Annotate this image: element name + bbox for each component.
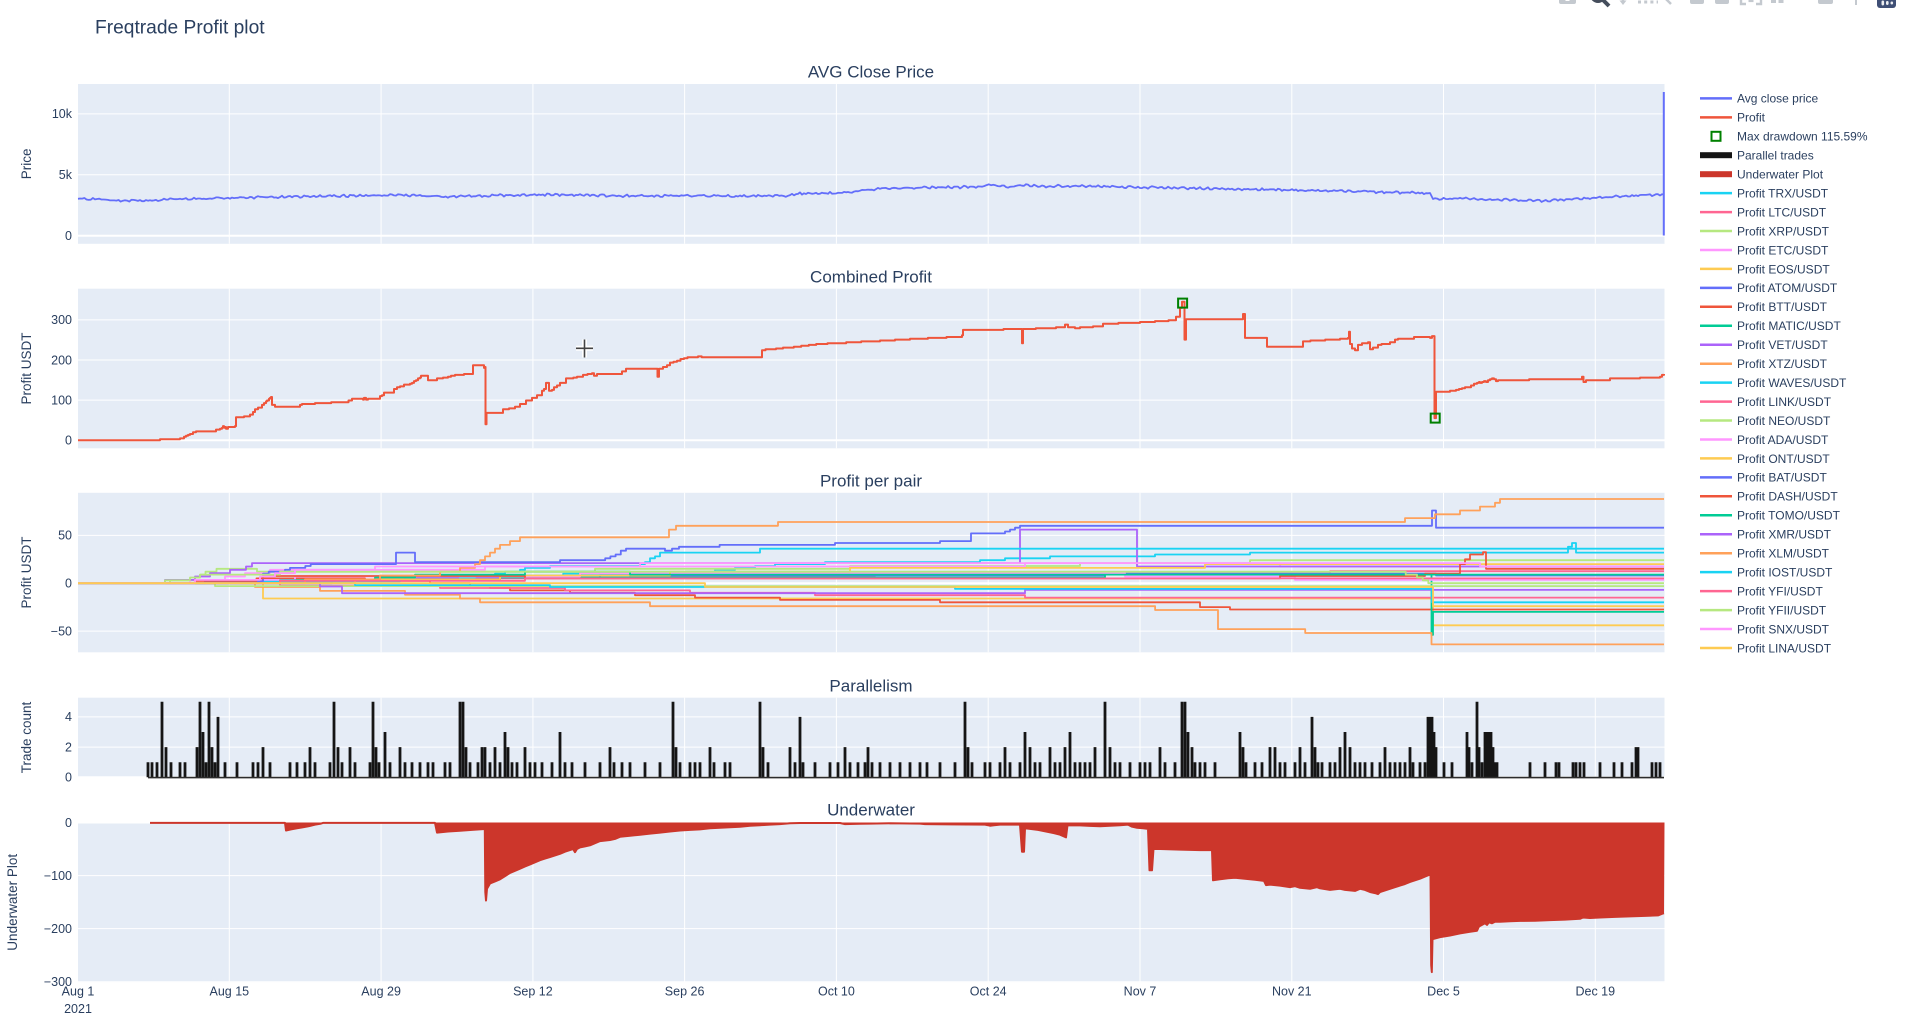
svg-text:−50: −50 — [51, 624, 72, 638]
svg-text:Dec 19: Dec 19 — [1575, 985, 1615, 999]
svg-text:Profit XLM/USDT: Profit XLM/USDT — [1737, 547, 1830, 561]
svg-text:Profit SNX/USDT: Profit SNX/USDT — [1737, 622, 1830, 636]
svg-text:Profit YFII/USDT: Profit YFII/USDT — [1737, 603, 1827, 617]
svg-text:Aug 1: Aug 1 — [62, 985, 95, 999]
svg-text:2021: 2021 — [64, 1002, 92, 1016]
svg-text:Trade count: Trade count — [19, 701, 34, 773]
svg-text:0: 0 — [65, 816, 72, 830]
svg-text:Profit TOMO/USDT: Profit TOMO/USDT — [1737, 509, 1841, 523]
svg-text:Max drawdown 115.59%: Max drawdown 115.59% — [1737, 130, 1868, 144]
svg-text:Profit BAT/USDT: Profit BAT/USDT — [1737, 471, 1827, 485]
svg-text:Profit XRP/USDT: Profit XRP/USDT — [1737, 224, 1830, 238]
svg-text:Profit USDT: Profit USDT — [19, 536, 34, 608]
svg-text:Profit ETC/USDT: Profit ETC/USDT — [1737, 243, 1829, 257]
svg-text:Combined Profit: Combined Profit — [810, 268, 932, 287]
svg-text:Nov 7: Nov 7 — [1124, 985, 1157, 999]
svg-text:Aug 15: Aug 15 — [209, 985, 249, 999]
svg-text:Profit XMR/USDT: Profit XMR/USDT — [1737, 528, 1832, 542]
svg-text:Profit NEO/USDT: Profit NEO/USDT — [1737, 414, 1831, 428]
svg-text:−300: −300 — [44, 975, 72, 989]
svg-text:Profit LTC/USDT: Profit LTC/USDT — [1737, 205, 1827, 219]
svg-text:Price: Price — [19, 149, 34, 180]
svg-text:300: 300 — [51, 313, 72, 327]
svg-text:2: 2 — [65, 740, 72, 754]
svg-text:Profit WAVES/USDT: Profit WAVES/USDT — [1737, 376, 1847, 390]
svg-text:Parallel trades: Parallel trades — [1737, 149, 1814, 163]
svg-text:Avg close price: Avg close price — [1737, 92, 1818, 106]
svg-text:Sep 12: Sep 12 — [513, 985, 553, 999]
svg-text:0: 0 — [65, 434, 72, 448]
svg-text:Profit EOS/USDT: Profit EOS/USDT — [1737, 262, 1830, 276]
svg-text:Oct 24: Oct 24 — [970, 985, 1007, 999]
svg-text:Profit YFI/USDT: Profit YFI/USDT — [1737, 584, 1823, 598]
svg-text:Profit: Profit — [1737, 111, 1766, 125]
svg-text:Profit per pair: Profit per pair — [820, 472, 922, 491]
svg-text:Profit USDT: Profit USDT — [19, 332, 34, 404]
svg-text:Underwater Plot: Underwater Plot — [1737, 168, 1824, 182]
svg-text:Freqtrade Profit plot: Freqtrade Profit plot — [95, 18, 265, 39]
svg-text:0: 0 — [65, 577, 72, 591]
svg-text:Profit ONT/USDT: Profit ONT/USDT — [1737, 452, 1830, 466]
svg-text:Profit MATIC/USDT: Profit MATIC/USDT — [1737, 319, 1841, 333]
svg-text:Aug 29: Aug 29 — [361, 985, 401, 999]
svg-text:100: 100 — [51, 393, 72, 407]
svg-text:Profit XTZ/USDT: Profit XTZ/USDT — [1737, 357, 1828, 371]
svg-text:50: 50 — [58, 529, 72, 543]
svg-text:Profit IOST/USDT: Profit IOST/USDT — [1737, 565, 1833, 579]
svg-text:0: 0 — [65, 771, 72, 785]
svg-text:Profit LINA/USDT: Profit LINA/USDT — [1737, 641, 1832, 655]
svg-text:5k: 5k — [59, 168, 73, 182]
svg-text:Profit TRX/USDT: Profit TRX/USDT — [1737, 186, 1829, 200]
svg-text:10k: 10k — [52, 107, 73, 121]
svg-text:Profit BTT/USDT: Profit BTT/USDT — [1737, 300, 1828, 314]
svg-text:4: 4 — [65, 710, 72, 724]
svg-text:−100: −100 — [44, 869, 72, 883]
svg-text:Dec 5: Dec 5 — [1427, 985, 1460, 999]
svg-text:200: 200 — [51, 353, 72, 367]
svg-text:Profit LINK/USDT: Profit LINK/USDT — [1737, 395, 1832, 409]
svg-text:Sep 26: Sep 26 — [665, 985, 705, 999]
svg-text:−200: −200 — [44, 922, 72, 936]
svg-text:Profit DASH/USDT: Profit DASH/USDT — [1737, 490, 1838, 504]
svg-text:Profit ADA/USDT: Profit ADA/USDT — [1737, 433, 1829, 447]
svg-text:Nov 21: Nov 21 — [1272, 985, 1312, 999]
svg-text:Underwater: Underwater — [827, 801, 915, 820]
svg-text:Profit VET/USDT: Profit VET/USDT — [1737, 338, 1828, 352]
svg-text:AVG Close Price: AVG Close Price — [808, 63, 934, 82]
svg-text:0: 0 — [65, 229, 72, 243]
svg-text:Underwater Plot: Underwater Plot — [5, 854, 20, 951]
svg-text:Profit ATOM/USDT: Profit ATOM/USDT — [1737, 281, 1838, 295]
svg-text:Parallelism: Parallelism — [829, 677, 912, 696]
svg-text:Oct 10: Oct 10 — [818, 985, 855, 999]
